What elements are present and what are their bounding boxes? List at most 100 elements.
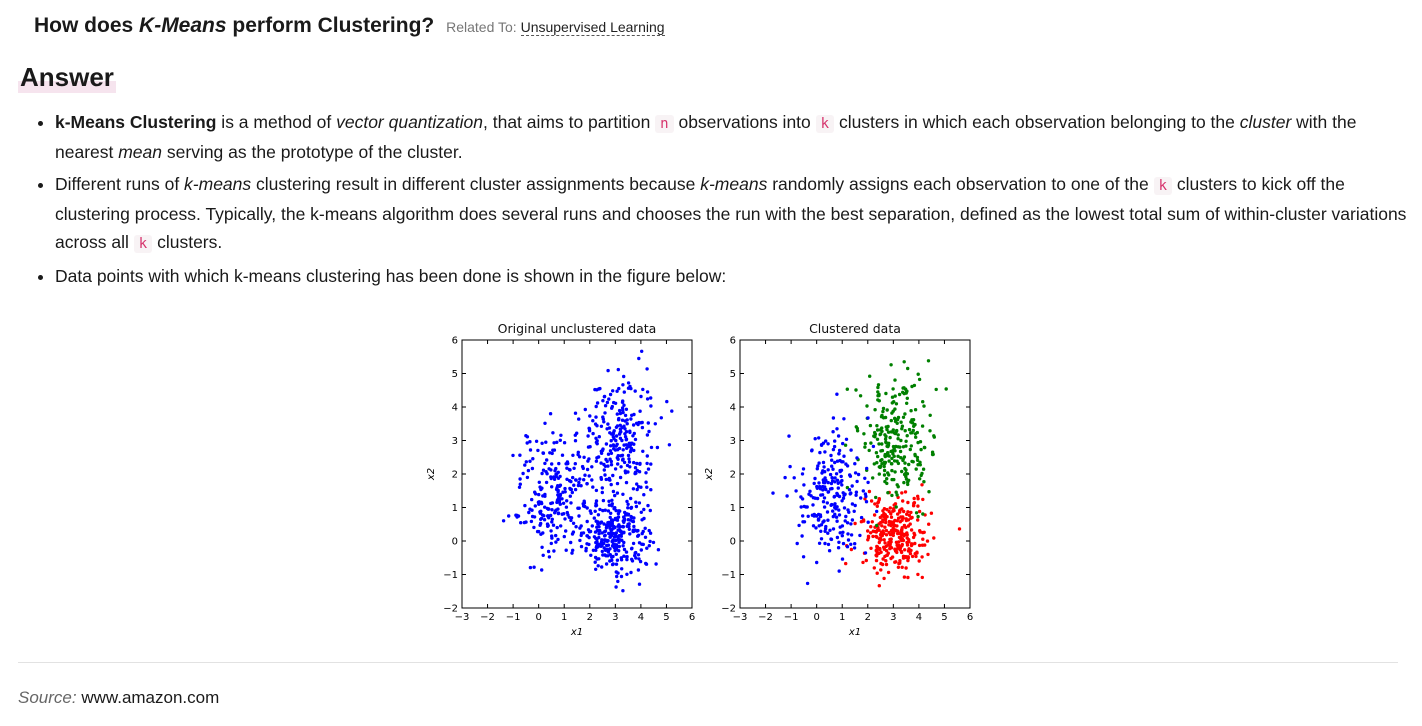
data-point	[813, 437, 817, 441]
data-point	[823, 541, 827, 546]
data-point	[932, 536, 936, 540]
data-point	[565, 477, 569, 481]
data-point	[887, 441, 891, 445]
data-point	[840, 478, 844, 483]
data-point	[602, 468, 606, 472]
data-point	[891, 509, 895, 513]
data-point	[633, 470, 638, 474]
data-point	[811, 503, 815, 507]
data-point	[875, 523, 879, 528]
data-point	[920, 483, 924, 487]
data-point	[585, 519, 589, 524]
data-point	[579, 533, 583, 538]
data-point	[893, 407, 897, 411]
data-point	[620, 567, 624, 571]
data-point	[645, 485, 649, 489]
data-point	[890, 493, 894, 498]
data-point	[544, 480, 549, 485]
data-point	[893, 394, 897, 398]
data-point	[829, 453, 833, 458]
data-point	[892, 459, 897, 463]
data-point	[850, 484, 854, 488]
data-point	[639, 421, 643, 425]
data-point	[569, 516, 574, 520]
data-point	[797, 523, 801, 528]
data-point	[788, 464, 792, 469]
data-point	[870, 520, 874, 524]
data-point	[920, 555, 924, 559]
data-point	[606, 452, 611, 456]
data-point	[547, 555, 552, 559]
data-point	[819, 493, 823, 497]
data-point	[884, 440, 888, 444]
data-point	[914, 554, 918, 559]
data-point	[908, 447, 912, 452]
data-point	[551, 523, 556, 527]
data-point	[844, 437, 849, 441]
data-point	[877, 472, 881, 476]
data-point	[539, 517, 543, 521]
data-point	[524, 434, 528, 438]
data-point	[632, 431, 636, 436]
data-point	[625, 557, 629, 562]
y-tick-label: 4	[452, 403, 458, 414]
data-point	[916, 463, 920, 467]
data-point	[564, 505, 569, 509]
data-point	[582, 455, 586, 459]
data-point	[918, 460, 922, 464]
data-point	[626, 444, 630, 448]
data-point	[602, 541, 606, 546]
data-point	[913, 452, 917, 457]
data-point	[625, 463, 630, 468]
data-point	[888, 435, 892, 440]
data-point	[850, 518, 855, 522]
data-point	[881, 518, 885, 522]
data-point	[927, 490, 931, 494]
data-point	[894, 402, 899, 406]
data-point	[885, 444, 889, 448]
data-point	[626, 513, 630, 517]
data-point	[919, 473, 923, 478]
data-point	[559, 524, 563, 528]
data-point	[826, 442, 830, 446]
inline-code: k	[133, 235, 153, 253]
data-point	[606, 509, 611, 513]
data-point	[922, 404, 926, 408]
related-topic-link[interactable]: Unsupervised Learning	[520, 19, 665, 36]
data-point	[642, 493, 646, 497]
data-point	[852, 546, 857, 550]
data-point	[595, 401, 600, 405]
data-point	[594, 548, 598, 552]
data-point	[614, 508, 618, 513]
data-point	[616, 511, 621, 516]
data-point	[877, 498, 881, 502]
data-point	[900, 527, 904, 532]
text: Data points with which k-means clusterin…	[55, 266, 727, 286]
data-point	[869, 441, 873, 445]
text: observations into	[673, 112, 816, 132]
data-point	[863, 445, 867, 449]
data-point	[577, 514, 581, 518]
list-item: Different runs of k-means clustering res…	[55, 170, 1415, 258]
data-point	[896, 485, 900, 489]
text: clustering result in different cluster a…	[251, 174, 701, 194]
data-point	[603, 473, 607, 477]
italic-term: k-means	[700, 174, 768, 194]
data-point	[601, 498, 606, 503]
data-point	[841, 496, 846, 500]
data-point	[827, 549, 832, 553]
data-point	[928, 429, 932, 433]
data-point	[835, 519, 839, 523]
data-point	[795, 541, 799, 546]
data-point	[891, 449, 895, 453]
data-point	[836, 486, 840, 490]
data-point	[909, 444, 913, 448]
data-point	[619, 558, 624, 562]
data-point	[539, 500, 543, 504]
data-point	[830, 464, 834, 468]
data-point	[904, 439, 908, 443]
data-point	[830, 476, 834, 480]
data-point	[555, 525, 559, 530]
data-point	[894, 540, 899, 544]
data-point	[632, 516, 636, 520]
